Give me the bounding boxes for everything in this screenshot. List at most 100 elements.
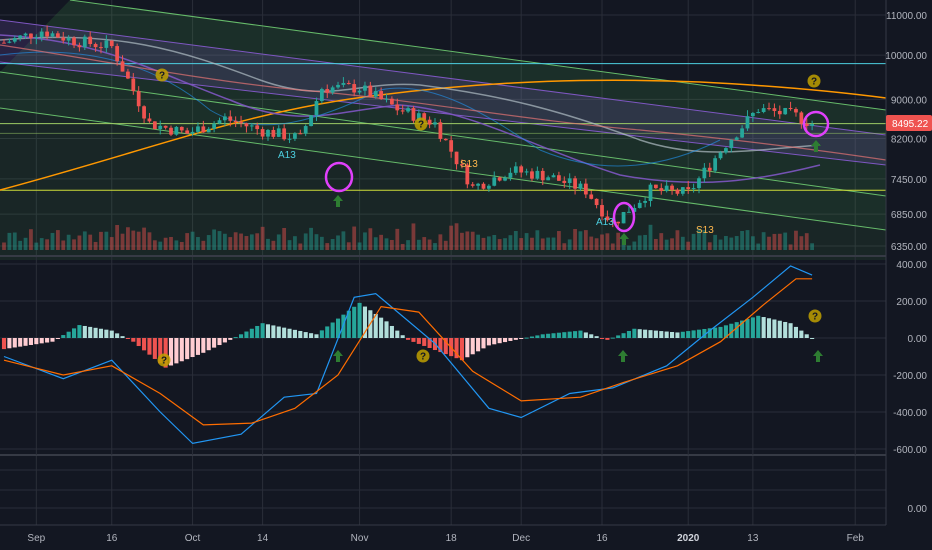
macd-histogram-bar [459, 338, 464, 361]
volume-bar [330, 239, 335, 250]
macd-histogram-bar [476, 338, 481, 352]
time-axis-label: 2020 [677, 533, 700, 544]
volume-bar [637, 235, 642, 250]
macd-histogram-bar [379, 317, 384, 338]
candle-body [390, 98, 394, 105]
price-pane[interactable]: ??? A13 S13 A13 S13 [0, 0, 887, 260]
macd-histogram-bar [535, 335, 540, 338]
volume-bar [702, 230, 707, 250]
volume-bar [287, 240, 292, 250]
macd-histogram-bar [39, 338, 44, 344]
candle-body [616, 221, 621, 224]
macd-histogram-bar [362, 306, 368, 338]
macd-histogram-bar [228, 338, 233, 340]
macd-histogram-bar [174, 338, 179, 364]
volume-bar [384, 238, 389, 250]
volume-bar [2, 242, 6, 250]
macd-histogram-bar [395, 330, 400, 338]
question-marker-label: ? [812, 312, 818, 323]
candle-body [610, 220, 615, 222]
volume-bar [783, 232, 788, 250]
macd-histogram-bar [1, 338, 7, 350]
volume-bar [72, 239, 76, 250]
macd-pane[interactable]: ??? [0, 257, 886, 455]
candle-body [147, 118, 152, 122]
question-marker[interactable]: ? [414, 117, 428, 131]
macd-histogram-bar [804, 334, 809, 338]
macd-axis-label: -400.00 [893, 408, 927, 419]
macd-histogram-bar [422, 338, 427, 346]
volume-bar [670, 238, 674, 250]
question-marker[interactable]: ? [807, 74, 821, 88]
volume-bar [761, 232, 766, 250]
macd-histogram-bar [71, 328, 77, 338]
macd-axis[interactable]: 400.00 200.00 0.00 -200.00 -400.00 -600.00 [893, 260, 927, 456]
volume-bar [465, 231, 470, 250]
candle-body [319, 89, 324, 102]
macd-histogram-bar [152, 338, 157, 359]
candle-body [223, 116, 227, 121]
volume-bar [433, 243, 437, 250]
buy-arrow-icon [619, 233, 629, 245]
candle-body [120, 61, 125, 72]
macd-histogram-bar [319, 330, 324, 338]
macd-histogram-bar [519, 338, 524, 339]
macd-histogram-bar [335, 318, 341, 338]
macd-histogram-bar [648, 330, 653, 338]
question-marker[interactable]: ? [155, 68, 169, 82]
question-marker[interactable]: ? [808, 309, 822, 323]
candle-body [309, 115, 313, 127]
macd-histogram-bar [406, 338, 411, 340]
time-axis-label: Oct [185, 533, 201, 544]
candle-body [93, 44, 98, 48]
volume-bar [643, 234, 647, 250]
question-marker[interactable]: ? [416, 349, 430, 363]
macd-histogram-bar [260, 323, 265, 338]
volume-bar [454, 223, 459, 250]
candle-body [497, 177, 502, 181]
macd-histogram-bar [265, 324, 271, 338]
question-marker-bg [808, 309, 822, 323]
price-axis[interactable]: 11000.00 10000.00 9000.00 8200.00 7450.00 685… [885, 11, 927, 253]
candle-body [454, 151, 459, 165]
macd-histogram-bar [276, 326, 281, 338]
candle-body [492, 177, 497, 186]
candle-body [104, 40, 109, 48]
volume-bar [190, 231, 195, 250]
macd-histogram-bar [481, 338, 486, 349]
volume-bar [794, 230, 798, 250]
macd-histogram-bar [77, 325, 82, 338]
candle-body [7, 41, 12, 43]
candle-body [637, 202, 642, 208]
candle-body [675, 189, 680, 194]
volume-bar [228, 237, 233, 250]
volume-bar [282, 227, 287, 250]
candle-body [255, 125, 260, 130]
candle-body [573, 178, 577, 189]
candle-body [513, 166, 518, 173]
time-axis[interactable]: Sep 16 Oct 14 Nov 18 Dec 16 2020 13 Feb [27, 533, 864, 544]
candle-body [88, 36, 93, 45]
volume-bar [23, 237, 28, 250]
volume-bar [298, 243, 303, 250]
lower-pane[interactable] [0, 456, 886, 525]
volume-bar [729, 237, 734, 250]
question-marker[interactable]: ? [157, 353, 171, 367]
time-axis-label: 14 [257, 533, 269, 544]
macd-histogram-bar [384, 321, 389, 338]
candle-body [400, 110, 405, 112]
lower-axis[interactable]: 0.00 [908, 504, 928, 515]
macd-histogram-bar [540, 334, 545, 338]
candle-body [761, 108, 766, 113]
candle-body [395, 104, 400, 111]
volume-bar [659, 233, 664, 250]
price-drawings [0, 0, 887, 260]
macd-histogram-bar [12, 338, 17, 348]
candle-body [449, 140, 454, 152]
macd-histogram-bar [675, 332, 680, 338]
volume-bar [777, 233, 782, 250]
volume-bar [66, 234, 71, 250]
td-sequential-label: A13 [278, 150, 296, 161]
candle-body [427, 119, 432, 125]
